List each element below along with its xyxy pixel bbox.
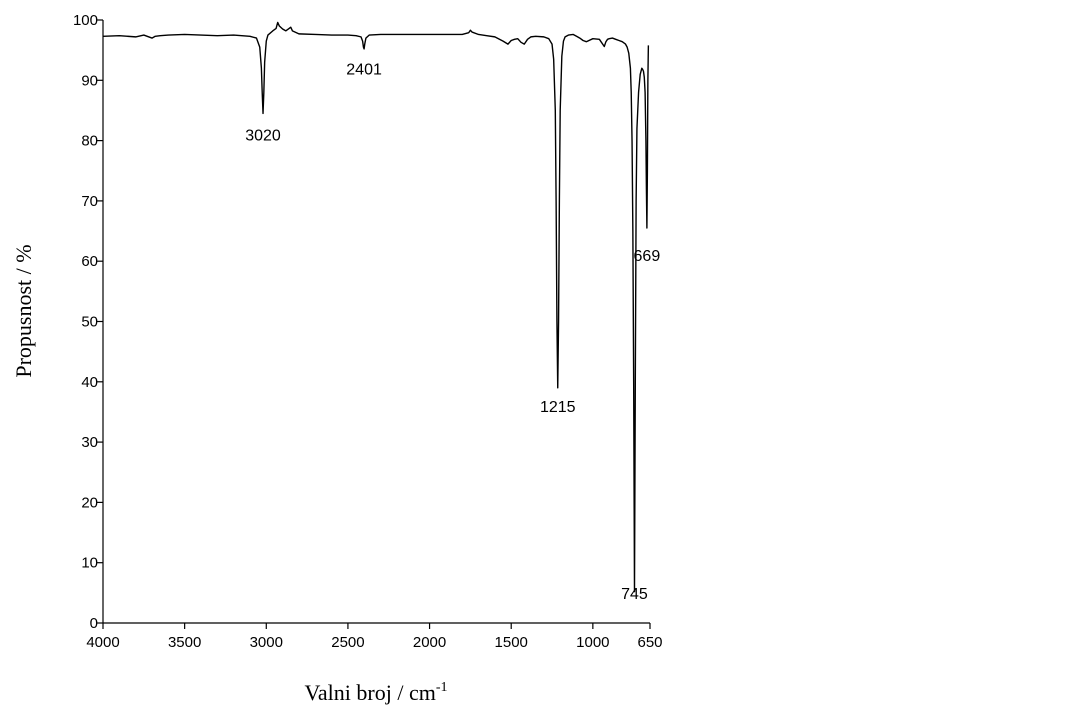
peak-label-3020: 3020 [245, 128, 281, 145]
y-tick-label: 50 [81, 314, 98, 331]
peak-label-745: 745 [621, 586, 648, 603]
y-tick-label: 10 [81, 555, 98, 572]
y-tick-label: 0 [90, 615, 98, 632]
y-tick-label: 90 [81, 72, 98, 89]
y-tick-label: 60 [81, 253, 98, 270]
y-axis-ticks: 0 10 20 30 40 50 60 70 80 90 100 [73, 12, 103, 632]
x-axis-title-superscript: -1 [436, 680, 448, 695]
peak-label-1215: 1215 [540, 399, 576, 416]
peak-label-669: 669 [634, 248, 661, 265]
y-tick-label: 100 [73, 12, 98, 29]
x-axis-ticks: 4000 3500 3000 2500 2000 1500 1000 650 [86, 623, 663, 651]
spectrum-line-0 [102, 21, 650, 593]
x-axis-title: Valni broj / cm-1 [304, 680, 447, 705]
y-tick-label: 30 [81, 434, 98, 451]
y-axis-title: Propusnost / % [11, 244, 36, 377]
x-tick-label: 1500 [495, 634, 528, 651]
x-tick-label: 3500 [168, 634, 201, 651]
peak-annotations: 3020 2401 1215 745 669 [245, 61, 660, 603]
x-tick-label: 2000 [413, 634, 446, 651]
x-tick-label: 4000 [86, 634, 119, 651]
x-tick-label: 1000 [576, 634, 609, 651]
axes [102, 20, 650, 624]
x-axis-title-text: Valni broj / cm [304, 680, 435, 705]
y-tick-label: 80 [81, 133, 98, 150]
x-tick-label: 3000 [250, 634, 283, 651]
y-tick-label: 40 [81, 374, 98, 391]
x-tick-label: 650 [637, 634, 662, 651]
spectrum-series [102, 21, 650, 593]
x-tick-label: 2500 [331, 634, 364, 651]
y-tick-label: 70 [81, 193, 98, 210]
peak-label-2401: 2401 [346, 61, 382, 78]
y-tick-label: 20 [81, 494, 98, 511]
